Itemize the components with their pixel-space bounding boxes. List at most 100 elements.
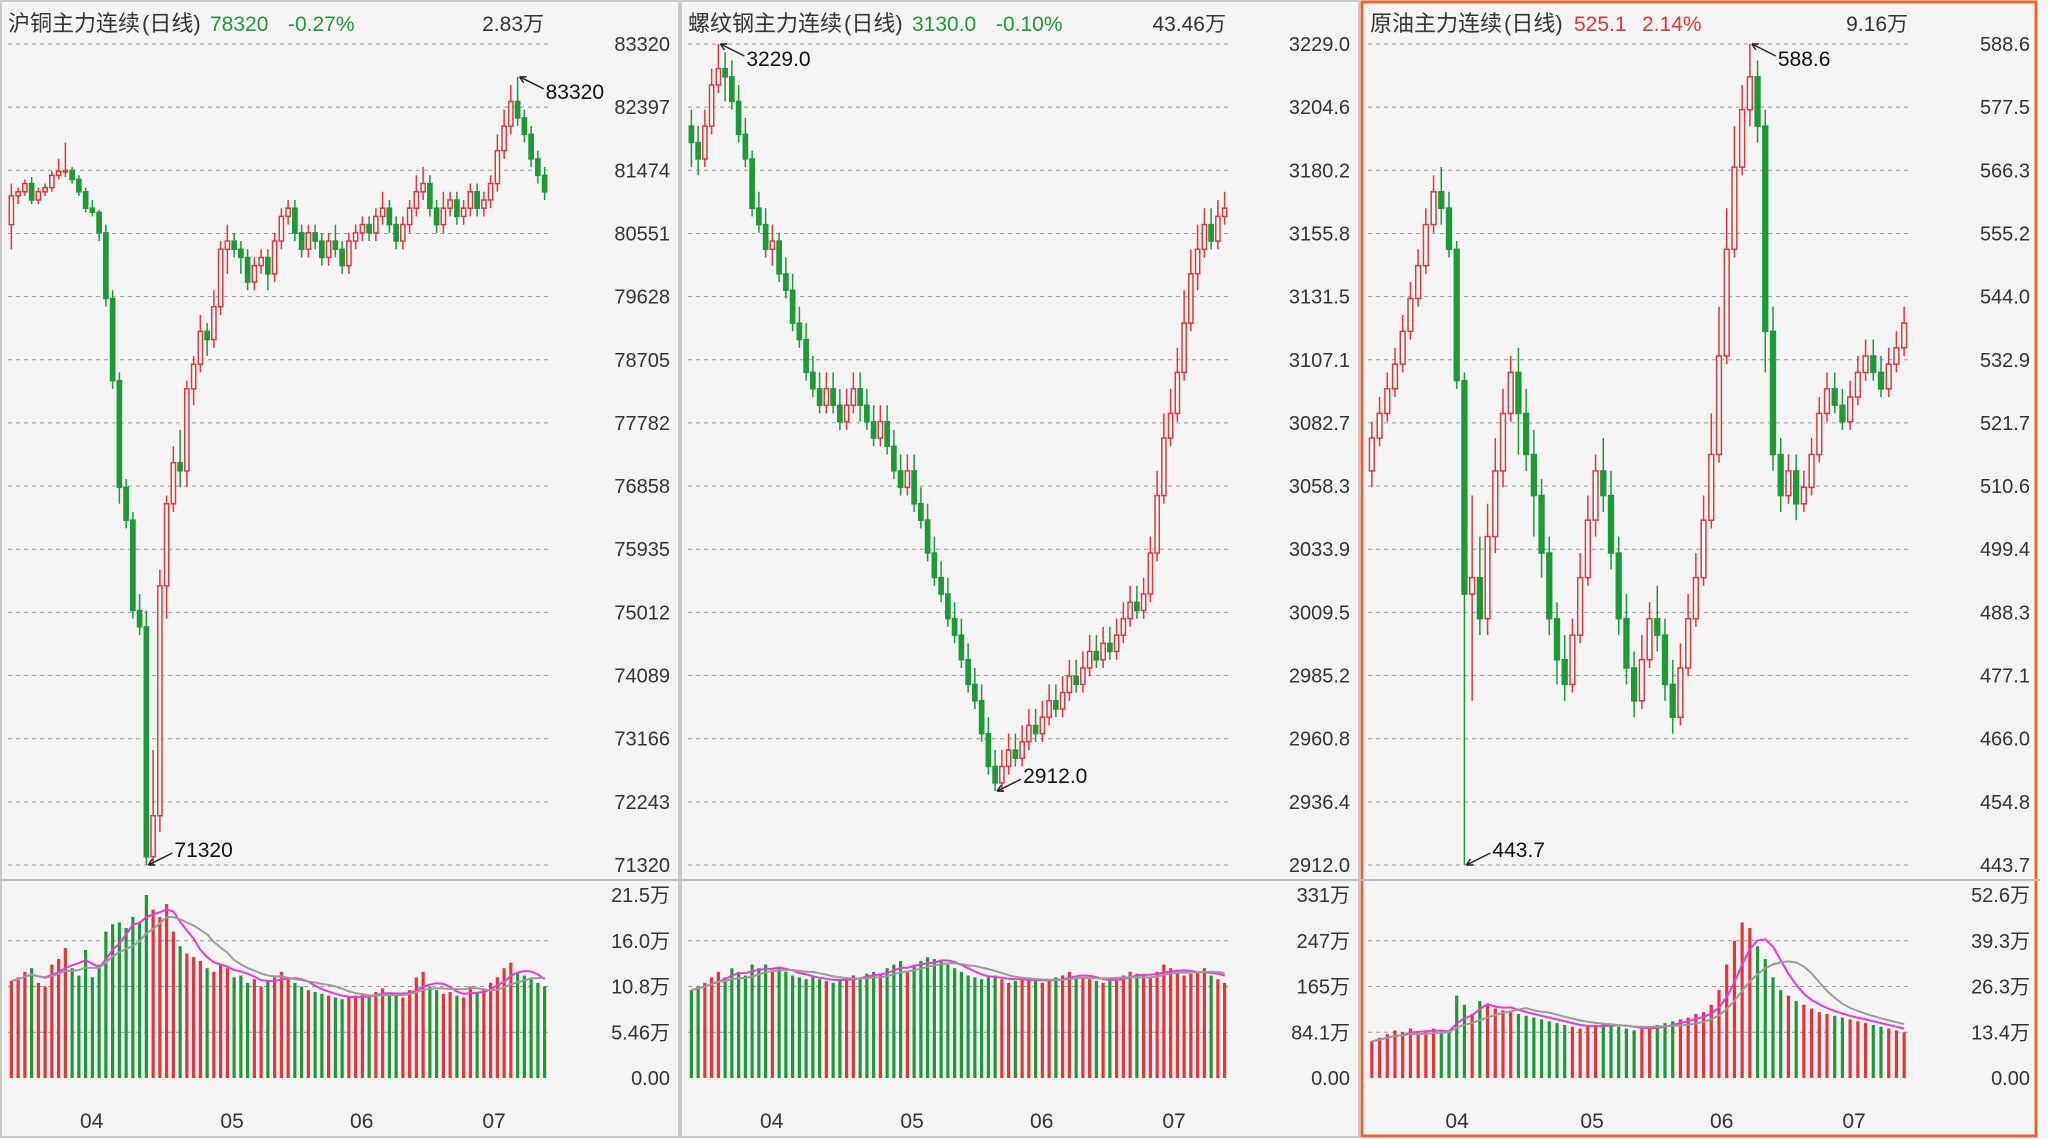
rebar-candle-body[interactable]	[1012, 749, 1019, 760]
crude-volume-bar[interactable]	[1401, 1032, 1405, 1078]
crude-candle-body[interactable]	[1685, 617, 1692, 669]
copper-candle-body[interactable]	[184, 388, 190, 472]
copper-candle-body[interactable]	[163, 503, 170, 587]
rebar-volume-bar[interactable]	[804, 979, 808, 1078]
copper-candle-body[interactable]	[400, 223, 406, 242]
copper-candle-body[interactable]	[413, 191, 420, 209]
crude-candle-body[interactable]	[1561, 659, 1568, 686]
copper-candle-body[interactable]	[366, 223, 372, 234]
copper-candle-body[interactable]	[454, 199, 460, 218]
rebar-candle-body[interactable]	[877, 420, 884, 439]
copper-candle-body[interactable]	[359, 223, 366, 234]
copper-volume-bar[interactable]	[97, 964, 101, 1078]
crude-volume-bar[interactable]	[1786, 995, 1791, 1078]
crude-candle-body[interactable]	[1885, 363, 1892, 390]
rebar-volume-bar[interactable]	[1115, 977, 1119, 1078]
copper-volume-bar[interactable]	[219, 964, 223, 1078]
crude-volume-bar[interactable]	[1617, 1026, 1621, 1078]
rebar-candle-body[interactable]	[1046, 700, 1052, 718]
crude-volume-bar[interactable]	[1755, 946, 1760, 1078]
copper-volume-bar[interactable]	[394, 995, 398, 1078]
rebar-candle-body[interactable]	[1134, 601, 1140, 612]
copper-volume-bar[interactable]	[516, 971, 520, 1078]
copper-volume-bar[interactable]	[232, 977, 236, 1078]
copper-volume-bar[interactable]	[374, 991, 378, 1078]
crude-candle-body[interactable]	[1391, 363, 1399, 390]
rebar-volume-bar[interactable]	[1169, 968, 1173, 1078]
rebar-volume-bar[interactable]	[993, 975, 997, 1078]
crude-volume-bar[interactable]	[1578, 1028, 1582, 1078]
rebar-volume-bar[interactable]	[878, 973, 882, 1078]
copper-candle-body[interactable]	[521, 117, 528, 136]
copper-candle-body[interactable]	[278, 215, 285, 242]
copper-volume-bar[interactable]	[489, 982, 493, 1078]
crude-candle-body[interactable]	[1769, 330, 1777, 456]
rebar-candle-body[interactable]	[850, 388, 857, 406]
crude-volume-bar[interactable]	[1563, 1024, 1567, 1078]
copper-volume-bar[interactable]	[536, 982, 540, 1078]
rebar-candle-body[interactable]	[702, 125, 708, 160]
rebar-volume-bar[interactable]	[1196, 971, 1200, 1078]
crude-candle-body[interactable]	[1476, 576, 1483, 620]
crude-volume-bar[interactable]	[1416, 1034, 1420, 1078]
crude-volume-bar[interactable]	[1393, 1030, 1397, 1078]
rebar-volume-bar[interactable]	[1175, 971, 1179, 1078]
copper-volume-bar[interactable]	[367, 997, 371, 1078]
crude-volume-bar[interactable]	[1663, 1023, 1667, 1078]
crude-volume-bar[interactable]	[1725, 964, 1729, 1078]
rebar-candle-body[interactable]	[837, 404, 843, 423]
rebar-volume-bar[interactable]	[1000, 979, 1004, 1078]
rebar-volume-bar[interactable]	[1040, 982, 1044, 1078]
crude-candle-body[interactable]	[1577, 576, 1584, 636]
crude-candle-body[interactable]	[1399, 330, 1406, 365]
copper-candle-body[interactable]	[535, 158, 541, 177]
rebar-candle-body[interactable]	[1086, 650, 1093, 669]
copper-volume-bar[interactable]	[151, 909, 155, 1078]
rebar-volume-bar[interactable]	[1108, 979, 1112, 1078]
rebar-volume-bar[interactable]	[1061, 975, 1065, 1078]
rebar-candle-body[interactable]	[1080, 667, 1086, 686]
rebar-candle-body[interactable]	[1201, 223, 1208, 250]
rebar-candle-body[interactable]	[870, 420, 877, 439]
copper-volume-bar[interactable]	[333, 997, 337, 1078]
rebar-volume-bar[interactable]	[791, 975, 795, 1078]
copper-candle-body[interactable]	[8, 195, 15, 226]
crude-candle-body[interactable]	[1700, 519, 1707, 579]
crude-candle-body[interactable]	[1407, 297, 1414, 333]
crude-volume-bar[interactable]	[1601, 1023, 1605, 1078]
rebar-volume-bar[interactable]	[953, 968, 957, 1078]
copper-candle-body[interactable]	[82, 191, 89, 209]
rebar-volume-bar[interactable]	[1135, 973, 1139, 1078]
rebar-volume-bar[interactable]	[919, 960, 923, 1078]
copper-volume-bar[interactable]	[381, 988, 385, 1078]
crude-candle-body[interactable]	[1507, 371, 1514, 415]
rebar-candle-body[interactable]	[722, 67, 728, 78]
crude-candle-body[interactable]	[1623, 617, 1630, 669]
copper-volume-bar[interactable]	[252, 979, 256, 1078]
copper-candle-body[interactable]	[447, 199, 453, 209]
copper-candle-body[interactable]	[123, 486, 129, 521]
rebar-candle-body[interactable]	[1174, 371, 1181, 415]
crude-candle-body[interactable]	[1677, 667, 1684, 718]
crude-candle-body[interactable]	[1654, 617, 1661, 636]
rebar-volume-bar[interactable]	[932, 959, 936, 1078]
crude-candle-body[interactable]	[1754, 76, 1761, 127]
rebar-volume-bar[interactable]	[966, 975, 970, 1078]
crude-volume-bar[interactable]	[1701, 1012, 1706, 1078]
copper-candle-body[interactable]	[22, 182, 28, 193]
rebar-volume-bar[interactable]	[838, 979, 842, 1078]
crude-candle-body[interactable]	[1746, 76, 1753, 111]
copper-volume-bar[interactable]	[327, 995, 331, 1078]
rebar-candle-body[interactable]	[1127, 601, 1133, 620]
copper-volume-bar[interactable]	[70, 968, 74, 1078]
rebar-volume-bar[interactable]	[1081, 977, 1085, 1078]
crude-candle-body[interactable]	[1877, 371, 1885, 390]
rebar-volume-bar[interactable]	[811, 977, 815, 1078]
copper-candle-body[interactable]	[109, 297, 116, 382]
rebar-volume-bar[interactable]	[845, 977, 849, 1078]
copper-candle-body[interactable]	[339, 248, 345, 267]
copper-volume-bar[interactable]	[421, 971, 425, 1078]
rebar-volume-bar[interactable]	[689, 990, 693, 1078]
rebar-volume-bar[interactable]	[777, 968, 781, 1078]
copper-volume-bar[interactable]	[165, 904, 169, 1078]
